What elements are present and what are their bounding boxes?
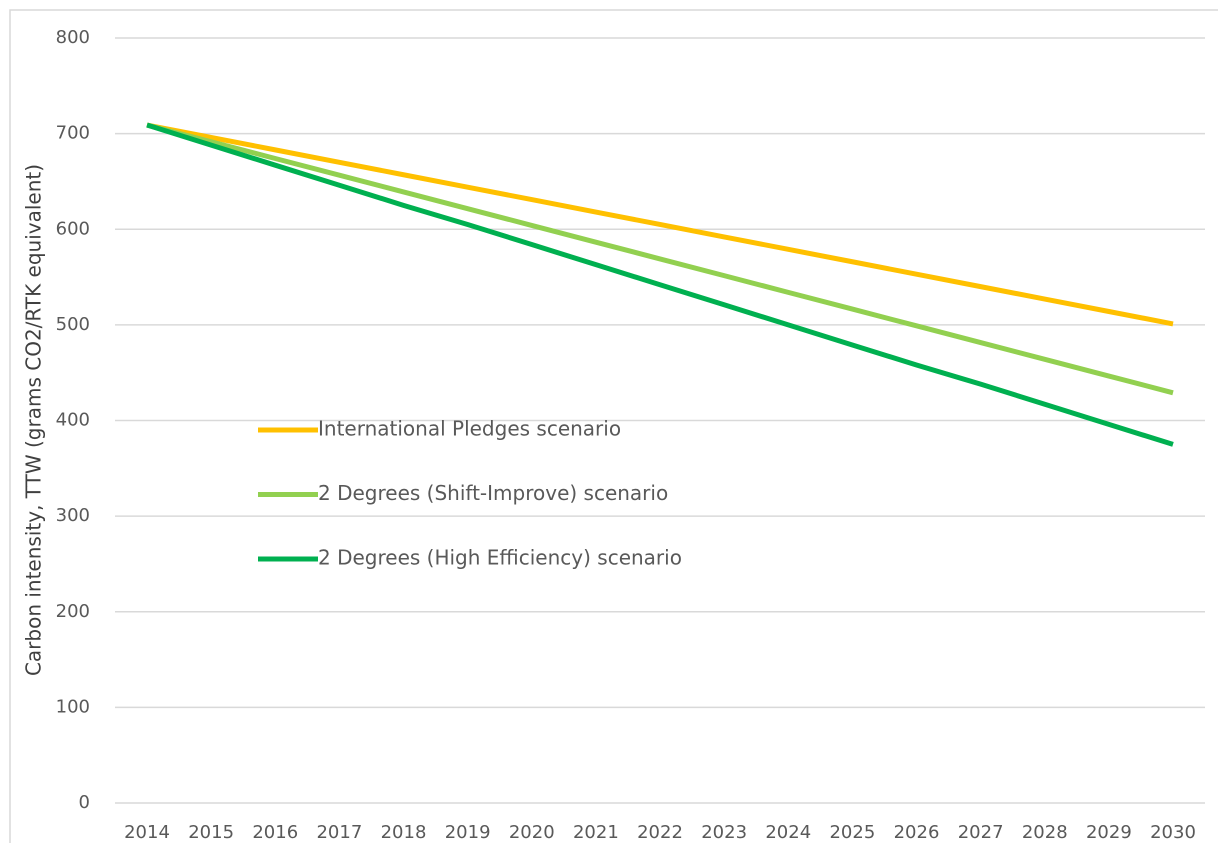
legend-text: International Pledges scenario xyxy=(318,417,621,441)
x-tick-label: 2028 xyxy=(1022,822,1068,843)
y-tick-label: 0 xyxy=(79,792,90,813)
y-tick-label: 200 xyxy=(56,601,90,622)
y-tick-label: 500 xyxy=(56,314,90,335)
x-tick-label: 2022 xyxy=(637,822,683,843)
x-tick-label: 2027 xyxy=(958,822,1004,843)
x-tick-label: 2024 xyxy=(765,822,811,843)
x-tick-label: 2029 xyxy=(1086,822,1132,843)
legend-text: 2 Degrees (Shift-Improve) scenario xyxy=(318,481,668,505)
x-tick-label: 2014 xyxy=(124,822,170,843)
x-tick-label: 2019 xyxy=(445,822,491,843)
x-tick-label: 2025 xyxy=(829,822,875,843)
series-line xyxy=(146,122,1174,447)
y-tick-label: 800 xyxy=(56,27,90,48)
x-tick-label: 2020 xyxy=(509,822,555,843)
chart-frame xyxy=(9,9,1218,847)
y-axis-label: Carbon intensity, TTW (grams CO2/RTK equ… xyxy=(22,164,46,676)
x-tick-label: 2018 xyxy=(381,822,427,843)
x-tick-label: 2030 xyxy=(1150,822,1196,843)
y-tick-label: 600 xyxy=(56,218,90,239)
x-tick-label: 2026 xyxy=(894,822,940,843)
y-tick-label: 100 xyxy=(56,696,90,717)
series-line xyxy=(146,122,1174,396)
x-tick-label: 2016 xyxy=(252,822,298,843)
x-tick-label: 2023 xyxy=(701,822,747,843)
y-tick-label: 300 xyxy=(56,505,90,526)
y-tick-label: 700 xyxy=(56,123,90,144)
x-tick-label: 2015 xyxy=(188,822,234,843)
series-line xyxy=(146,122,1174,327)
y-tick-label: 400 xyxy=(56,410,90,431)
x-tick-label: 2021 xyxy=(573,822,619,843)
legend-text: 2 Degrees (High Efficiency) scenario xyxy=(318,546,682,570)
x-tick-label: 2017 xyxy=(316,822,362,843)
